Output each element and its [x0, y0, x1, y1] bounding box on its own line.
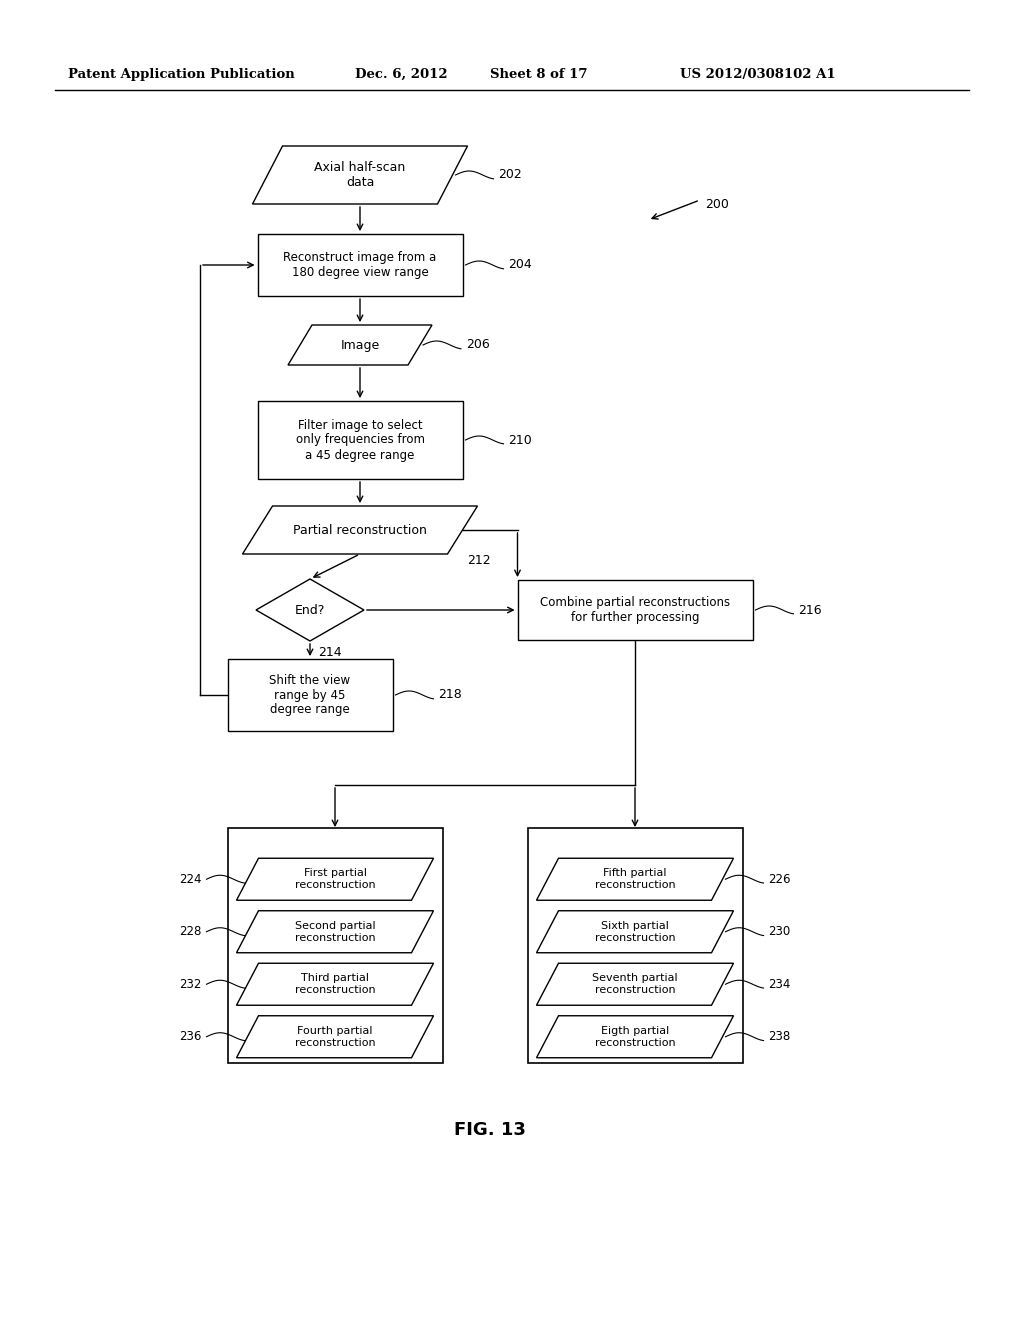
Text: 228: 228 — [179, 925, 202, 939]
Text: Seventh partial
reconstruction: Seventh partial reconstruction — [592, 973, 678, 995]
Polygon shape — [253, 147, 468, 205]
Text: 212: 212 — [468, 553, 492, 566]
Text: Sixth partial
reconstruction: Sixth partial reconstruction — [595, 921, 675, 942]
Text: 226: 226 — [768, 873, 791, 886]
Text: Partial reconstruction: Partial reconstruction — [293, 524, 427, 536]
Text: 224: 224 — [179, 873, 202, 886]
Polygon shape — [256, 579, 364, 642]
Text: 234: 234 — [768, 978, 791, 991]
Bar — [227, 828, 442, 1063]
Text: Fourth partial
reconstruction: Fourth partial reconstruction — [295, 1026, 376, 1048]
Polygon shape — [288, 325, 432, 366]
Text: Image: Image — [340, 338, 380, 351]
Text: Combine partial reconstructions
for further processing: Combine partial reconstructions for furt… — [540, 597, 730, 624]
Text: Sheet 8 of 17: Sheet 8 of 17 — [490, 69, 588, 81]
Text: Patent Application Publication: Patent Application Publication — [68, 69, 295, 81]
Text: 230: 230 — [768, 925, 791, 939]
Polygon shape — [243, 506, 477, 554]
Polygon shape — [237, 858, 433, 900]
Text: 216: 216 — [799, 603, 822, 616]
Polygon shape — [537, 1016, 733, 1057]
Text: Axial half-scan
data: Axial half-scan data — [314, 161, 406, 189]
Text: 210: 210 — [509, 433, 532, 446]
Text: 236: 236 — [179, 1030, 202, 1043]
Text: 204: 204 — [509, 259, 532, 272]
Text: Filter image to select
only frequencies from
a 45 degree range: Filter image to select only frequencies … — [296, 418, 425, 462]
Text: 214: 214 — [318, 645, 342, 659]
Polygon shape — [537, 911, 733, 953]
Text: US 2012/0308102 A1: US 2012/0308102 A1 — [680, 69, 836, 81]
Bar — [257, 234, 463, 296]
Text: Shift the view
range by 45
degree range: Shift the view range by 45 degree range — [269, 673, 350, 717]
Text: Second partial
reconstruction: Second partial reconstruction — [295, 921, 376, 942]
Bar — [517, 579, 753, 640]
Polygon shape — [237, 964, 433, 1006]
Text: First partial
reconstruction: First partial reconstruction — [295, 869, 376, 890]
Polygon shape — [537, 964, 733, 1006]
Text: 200: 200 — [705, 198, 729, 211]
Text: Third partial
reconstruction: Third partial reconstruction — [295, 973, 376, 995]
Polygon shape — [237, 1016, 433, 1057]
Polygon shape — [537, 858, 733, 900]
Text: FIG. 13: FIG. 13 — [454, 1121, 526, 1139]
Bar — [527, 828, 742, 1063]
Bar — [227, 659, 392, 731]
Bar — [257, 401, 463, 479]
Text: End?: End? — [295, 603, 326, 616]
Text: Dec. 6, 2012: Dec. 6, 2012 — [355, 69, 447, 81]
Text: 202: 202 — [499, 169, 522, 181]
Text: 206: 206 — [466, 338, 489, 351]
Text: 218: 218 — [438, 689, 462, 701]
Text: Reconstruct image from a
180 degree view range: Reconstruct image from a 180 degree view… — [284, 251, 436, 279]
Text: 238: 238 — [768, 1030, 791, 1043]
Text: Fifth partial
reconstruction: Fifth partial reconstruction — [595, 869, 675, 890]
Polygon shape — [237, 911, 433, 953]
Text: 232: 232 — [179, 978, 202, 991]
Text: Eigth partial
reconstruction: Eigth partial reconstruction — [595, 1026, 675, 1048]
